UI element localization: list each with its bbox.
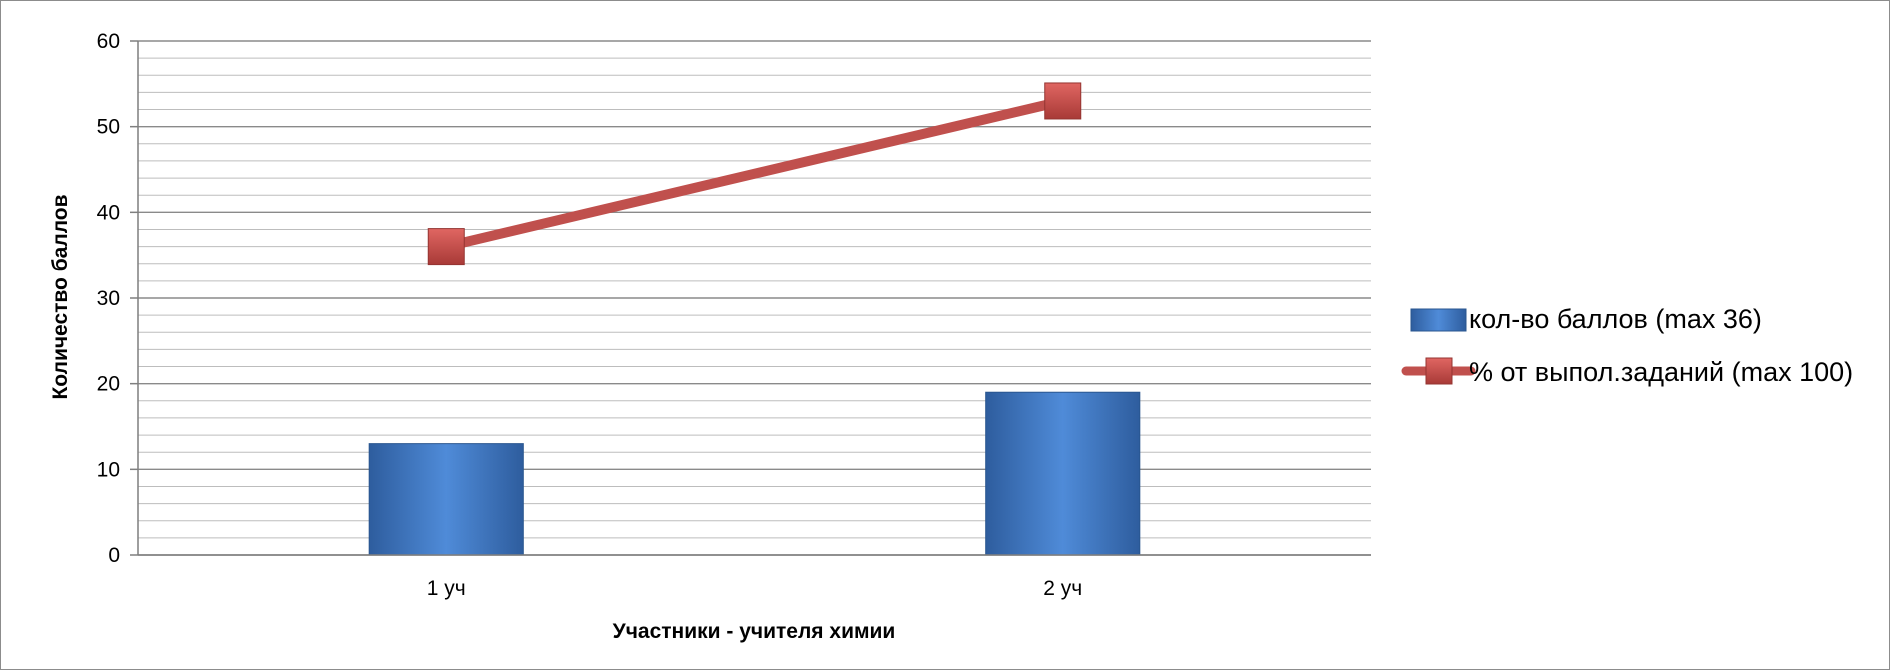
y-tick-label: 20 xyxy=(97,373,120,396)
y-tick-labels: 0 10 20 30 40 50 60 xyxy=(97,30,120,567)
y-tick-label: 40 xyxy=(97,201,120,224)
legend-label-bars: кол-во баллов (max 36) xyxy=(1469,304,1762,334)
x-axis-title: Участники - учителя химии xyxy=(613,620,896,643)
series-line xyxy=(441,95,1068,252)
legend-bar-swatch xyxy=(1410,308,1467,332)
y-tick-label: 50 xyxy=(97,116,120,139)
legend: кол-во баллов (max 36) % от выпол.задани… xyxy=(1401,304,1853,387)
x-category-label: 1 уч xyxy=(427,577,466,600)
y-tick-label: 0 xyxy=(108,544,120,567)
y-tick-label: 30 xyxy=(97,287,120,310)
bar xyxy=(368,443,524,556)
bar xyxy=(985,391,1141,556)
axes xyxy=(130,40,1371,556)
y-tick-label: 60 xyxy=(97,30,120,53)
line-series xyxy=(427,82,1082,266)
legend-label-line: % от выпол.заданий (max 100) xyxy=(1469,357,1853,387)
y-tick-label: 10 xyxy=(97,458,120,481)
y-axis-title: Количество баллов xyxy=(49,194,72,399)
gridlines xyxy=(138,40,1371,556)
line-marker xyxy=(427,228,465,266)
line-marker xyxy=(1044,82,1082,120)
legend-marker-swatch xyxy=(1425,357,1453,385)
x-category-labels: 1 уч 2 уч xyxy=(427,577,1082,600)
bar-series xyxy=(368,391,1141,556)
legend-item-bars: кол-во баллов (max 36) xyxy=(1410,304,1762,334)
x-category-label: 2 уч xyxy=(1043,577,1082,600)
legend-item-line: % от выпол.заданий (max 100) xyxy=(1401,357,1853,387)
